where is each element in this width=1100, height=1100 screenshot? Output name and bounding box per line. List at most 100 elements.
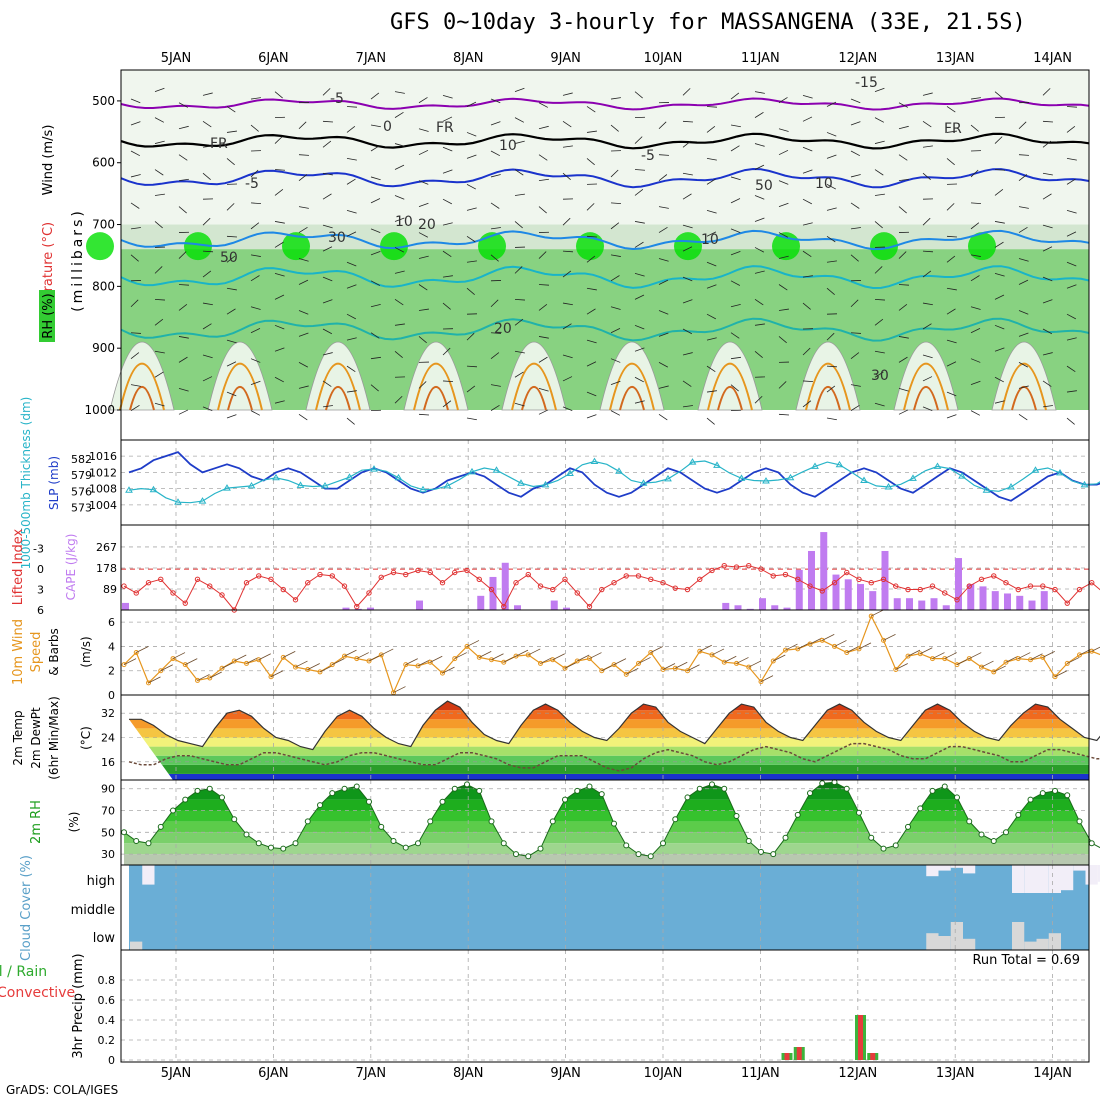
wind-barb bbox=[490, 384, 501, 387]
rh-marker bbox=[868, 834, 875, 841]
wind-barb bbox=[394, 299, 404, 306]
wind-barb bbox=[922, 92, 933, 96]
wind-barb bbox=[970, 410, 981, 416]
wind-barb bbox=[898, 125, 909, 130]
wind-barb bbox=[346, 390, 357, 393]
top-xtick-label: 10JAN bbox=[644, 51, 683, 66]
wind-barb bbox=[634, 91, 643, 99]
wind-barb bbox=[274, 136, 283, 144]
temp-ylabel: (6hr Min/Max) bbox=[47, 696, 61, 780]
wind-barb bbox=[682, 140, 692, 148]
wind-speed-marker bbox=[672, 665, 678, 671]
wind-barb bbox=[874, 402, 885, 407]
li-marker bbox=[219, 592, 225, 598]
li-marker bbox=[513, 580, 519, 586]
wind-barb bbox=[1018, 279, 1029, 285]
wind-barb bbox=[658, 413, 668, 421]
wind-barb bbox=[538, 284, 550, 286]
wind-barb bbox=[682, 193, 692, 200]
temp-contour-35 bbox=[521, 386, 547, 411]
wind-speed-marker bbox=[1077, 652, 1082, 658]
thickness-marker bbox=[370, 465, 378, 472]
wind-barb bbox=[154, 117, 165, 123]
wind-barb bbox=[634, 169, 646, 171]
precip-ytick-label: 0.8 bbox=[98, 974, 116, 987]
contour-label: FR bbox=[944, 121, 962, 137]
rh-marker bbox=[966, 818, 973, 825]
rh-marker bbox=[782, 834, 789, 841]
wind-speed-marker bbox=[415, 663, 421, 669]
wind-barb-10m bbox=[172, 652, 186, 659]
rh-ytick-label: 30 bbox=[101, 848, 115, 861]
wind-barb bbox=[850, 352, 860, 360]
wind-barb bbox=[922, 217, 931, 226]
li-marker bbox=[1015, 586, 1021, 593]
wind-barb bbox=[898, 206, 907, 214]
wind-speed-marker bbox=[1052, 674, 1058, 680]
wind-barb bbox=[658, 310, 669, 315]
wind-barb bbox=[226, 255, 236, 263]
wind-barb bbox=[850, 227, 861, 230]
wind-barb bbox=[706, 261, 717, 267]
slp-ytick-label: 1016 bbox=[89, 450, 117, 463]
rh-band bbox=[124, 821, 1089, 833]
rh-marker bbox=[157, 823, 164, 830]
precip-ylabel-total: Total / Rain bbox=[0, 964, 47, 980]
wind-barb-10m bbox=[650, 646, 663, 653]
wind-barb bbox=[322, 224, 333, 229]
precip-convective-bar bbox=[796, 1047, 802, 1060]
wind-barb bbox=[706, 178, 716, 185]
wind-speed-marker bbox=[942, 656, 948, 662]
wind-barb bbox=[322, 299, 333, 304]
wind-barb bbox=[1066, 209, 1077, 214]
wind-barb bbox=[730, 145, 740, 152]
wind-barb-10m bbox=[515, 649, 529, 657]
wind-barb bbox=[994, 294, 1005, 300]
wind-barb-10m bbox=[822, 633, 835, 641]
wind-speed-marker bbox=[550, 657, 556, 663]
wind-barb bbox=[898, 251, 907, 259]
wind-barb bbox=[898, 409, 909, 415]
wind-barb bbox=[202, 406, 213, 412]
wind-barb bbox=[634, 189, 644, 196]
wind-barb bbox=[154, 402, 165, 407]
wind-speed-marker bbox=[121, 662, 127, 668]
rh-marker bbox=[268, 844, 274, 851]
li-marker bbox=[501, 603, 507, 610]
wind-barb bbox=[874, 117, 885, 123]
wind-barb bbox=[490, 299, 499, 308]
wind-barb-10m bbox=[1030, 653, 1043, 661]
wind-barb bbox=[130, 404, 140, 411]
wind-barb bbox=[442, 302, 451, 310]
rh-marker bbox=[219, 794, 225, 801]
rh-ytick-label: 50 bbox=[101, 826, 115, 839]
wind-barb bbox=[250, 124, 259, 132]
wind-barb bbox=[274, 376, 285, 383]
wind-speed-marker bbox=[819, 637, 825, 643]
rh2m-ylabel-group: 2m RH bbox=[29, 800, 44, 844]
rh-marker bbox=[317, 802, 323, 809]
wind-barb bbox=[490, 404, 500, 411]
temp-contour-15 bbox=[120, 265, 1090, 290]
wind-barb bbox=[298, 174, 308, 181]
wind-barb bbox=[514, 266, 523, 274]
wind-barb bbox=[298, 310, 309, 315]
wind-ylabel-group-3: & Barbs bbox=[47, 628, 61, 676]
rh-marker bbox=[390, 838, 397, 845]
dry-column bbox=[991, 341, 1057, 411]
cloud-high-bar bbox=[1048, 865, 1061, 893]
rh-high-patch bbox=[282, 232, 310, 261]
wind-barb bbox=[634, 221, 645, 224]
cloud-high-bar bbox=[950, 865, 963, 868]
wind-barb bbox=[562, 92, 573, 96]
wind-barb bbox=[538, 251, 547, 259]
wind-barb bbox=[874, 266, 883, 274]
wind-barb bbox=[730, 228, 741, 233]
li-marker bbox=[648, 576, 654, 583]
cape-ylabel: CAPE (J/kg) bbox=[64, 534, 78, 601]
cape-bar bbox=[367, 607, 374, 610]
wind-barb bbox=[802, 169, 813, 174]
wind-barb bbox=[490, 98, 501, 104]
rh-marker bbox=[929, 787, 936, 794]
wind-barb bbox=[994, 91, 1003, 99]
